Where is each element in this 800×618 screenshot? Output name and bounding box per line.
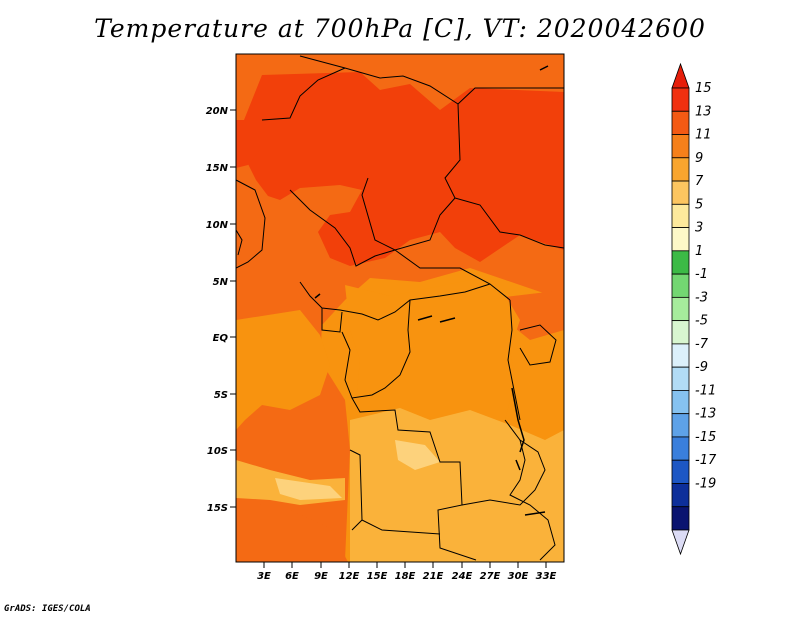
lake [539, 65, 549, 71]
latitude-axis: 20N 15N 10N 5N EQ 5S 10S 15S [206, 106, 236, 514]
colorbar-label: 3 [695, 221, 703, 236]
colorbar-label: -17 [695, 453, 717, 468]
colorbar-swatch [671, 459, 690, 484]
colorbar-label: -19 [695, 476, 716, 491]
border-line [236, 229, 243, 256]
lon-tick-label: 27E [480, 571, 501, 582]
colorbar-swatch [671, 250, 690, 275]
lakes [314, 65, 549, 516]
field-13-15-north [240, 72, 564, 266]
border-line [299, 55, 461, 251]
lon-tick-label: 9E [314, 571, 328, 582]
colorbar-label: 7 [695, 174, 704, 189]
lat-tick-label: 5S [214, 390, 228, 401]
colorbar-label: -15 [695, 430, 716, 445]
border-line [349, 449, 363, 531]
country-borders [236, 55, 564, 561]
colorbar-swatch [671, 413, 690, 438]
border-line [299, 281, 491, 321]
lat-tick-label: 10N [206, 220, 229, 231]
colorbar-swatch [671, 506, 690, 531]
border-line [454, 197, 564, 249]
map-frame [235, 53, 565, 563]
colorbar-label: -11 [695, 383, 716, 398]
colorbar-label: -9 [695, 360, 708, 375]
colorbar-label: -5 [695, 314, 708, 329]
border-line [321, 308, 343, 333]
lat-tick-label: EQ [213, 333, 229, 344]
colorbar-swatch [671, 296, 690, 322]
border-line [261, 67, 346, 121]
lake [515, 459, 521, 471]
colorbar-swatch [671, 134, 690, 159]
colorbar-swatch [671, 483, 690, 508]
border-line [361, 519, 441, 535]
lat-tick-label: 20N [206, 106, 229, 117]
colorbar-bottom-cap [671, 529, 690, 556]
colorbar: 15 13 11 9 7 5 3 1 -1 -3 -5 -7 -9 -11 -13 -15 -17 -19 [671, 62, 717, 556]
border-line [351, 397, 477, 561]
colorbar-swatch [671, 157, 690, 182]
colorbar-top-cap [671, 62, 690, 89]
longitude-axis: 3E 6E 9E 12E 15E 18E 21E 24E 27E 30E 33E [257, 562, 557, 582]
field-9-11-southwest [236, 310, 330, 430]
field-11-13-southeast [236, 500, 348, 562]
colorbar-label: 5 [695, 197, 703, 212]
lake [524, 511, 546, 516]
colorbar-swatch [671, 343, 690, 368]
colorbar-swatch [671, 390, 690, 415]
lon-tick-label: 15E [367, 571, 388, 582]
lon-tick-label: 24E [452, 571, 473, 582]
field-5-7 [275, 440, 440, 500]
lake [417, 315, 456, 323]
colorbar-swatch [671, 436, 690, 461]
lat-tick-label: 15N [206, 163, 229, 174]
lon-tick-label: 18E [395, 571, 416, 582]
colorbar-swatch [671, 87, 690, 112]
lake [511, 387, 525, 453]
border-line [509, 439, 556, 561]
colorbar-label: 9 [695, 151, 703, 166]
border-line [457, 87, 564, 105]
lon-tick-label: 30E [508, 571, 529, 582]
lon-tick-label: 21E [423, 571, 444, 582]
colorbar-label: 13 [695, 104, 712, 119]
border-line [341, 299, 411, 399]
lat-tick-label: 10S [207, 446, 228, 457]
colorbar-swatch [671, 273, 690, 298]
grads-credit: GrADS: IGES/COLA [4, 604, 91, 614]
colorbar-label: -3 [695, 290, 708, 305]
lon-tick-label: 3E [257, 571, 271, 582]
border-line [519, 324, 557, 366]
colorbar-swatch [671, 366, 690, 391]
lake [314, 293, 321, 299]
lon-tick-label: 33E [536, 571, 557, 582]
lon-tick-label: 12E [339, 571, 360, 582]
border-line [394, 249, 511, 301]
lat-tick-label: 5N [213, 277, 229, 288]
border-line [289, 189, 396, 267]
colorbar-label: 1 [695, 244, 703, 259]
border-line [236, 179, 266, 269]
colorbar-swatch [671, 203, 690, 228]
border-line [507, 299, 521, 421]
lon-tick-label: 6E [285, 571, 299, 582]
colorbar-label: 15 [695, 81, 712, 96]
colorbar-swatch [671, 110, 690, 135]
colorbar-swatch [671, 180, 690, 205]
colorbar-label: 11 [695, 128, 712, 143]
lat-tick-label: 15S [207, 503, 228, 514]
colorbar-label: -1 [695, 267, 708, 282]
colorbar-swatch [671, 320, 690, 345]
field-13-15-west [236, 120, 260, 168]
colorbar-swatch [671, 227, 690, 252]
colorbar-label: -13 [695, 407, 716, 422]
chart-title: Temperature at 700hPa [C], VT: 202004260… [94, 14, 706, 43]
colorbar-label: -7 [695, 337, 709, 352]
